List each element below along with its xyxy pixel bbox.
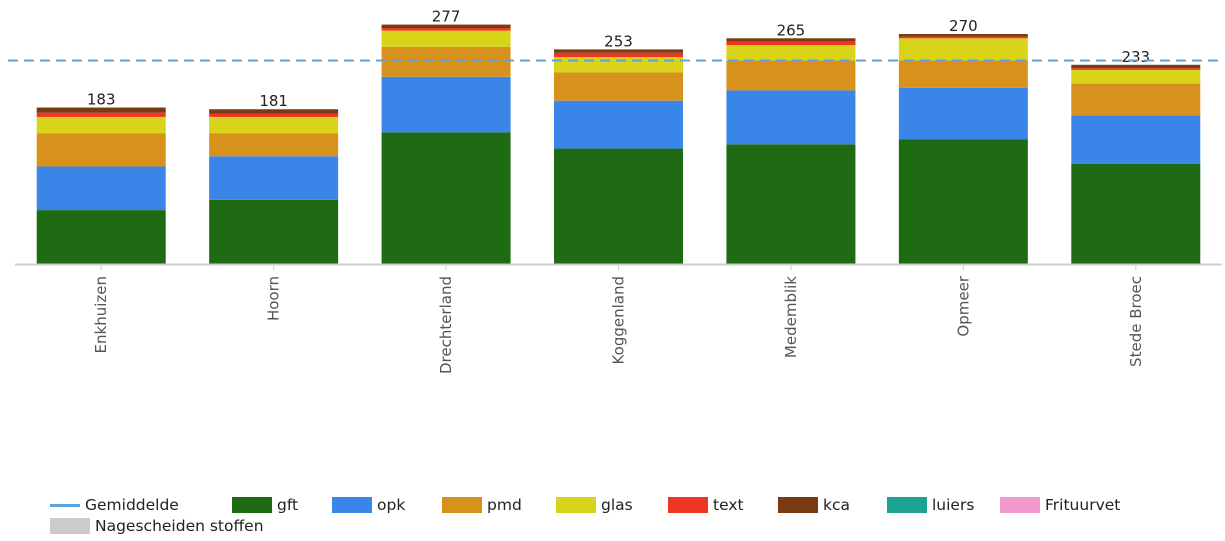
x-tick-label-hoorn: Hoorn xyxy=(265,276,283,321)
bar-segment-opk-medemblik xyxy=(726,90,856,145)
bar-segment-gft-koggenland xyxy=(554,148,683,264)
legend-item-pmd[interactable]: pmd xyxy=(442,496,556,514)
bar-segment-gft-drechterland xyxy=(381,132,511,264)
bar-segment-opk-drechterland xyxy=(381,76,511,133)
legend-item-glas[interactable]: glas xyxy=(556,496,668,514)
legend-label-opk: opk xyxy=(377,496,406,514)
x-tick-label-opmeer: Opmeer xyxy=(954,275,972,336)
bar-segment-kca-medemblik xyxy=(726,38,856,42)
legend-swatch-nagescheiden-stoffen xyxy=(50,518,90,534)
bar-segment-glas-koggenland xyxy=(554,57,683,73)
bar-segment-kca-opmeer xyxy=(898,34,1028,37)
x-tick-label-stede-broec: Stede Broec xyxy=(1127,276,1145,367)
legend-swatch-gft xyxy=(232,497,272,513)
bar-segment-text-opmeer xyxy=(898,36,1028,39)
total-label-hoorn: 181 xyxy=(259,92,288,110)
bar-segment-gft-opmeer xyxy=(898,139,1028,264)
legend-item-text[interactable]: text xyxy=(668,496,778,514)
legend-swatch-gemiddelde xyxy=(50,503,80,507)
legend-swatch-luiers xyxy=(887,497,927,513)
bar-segment-gft-hoorn xyxy=(209,199,339,264)
bar-segment-glas-opmeer xyxy=(898,38,1028,61)
bar-segment-glas-drechterland xyxy=(381,30,511,47)
bar-segment-pmd-enkhuizen xyxy=(36,133,166,167)
bar-segment-kca-drechterland xyxy=(381,24,511,29)
total-label-koggenland: 253 xyxy=(604,32,633,50)
bar-segment-glas-stede-broec xyxy=(1071,69,1201,84)
bar-segment-kca-stede-broec xyxy=(1071,64,1201,69)
legend-item-nagescheiden-stoffen[interactable]: Nagescheiden stoffen xyxy=(50,517,300,535)
bar-segment-opk-hoorn xyxy=(209,156,339,200)
stacked-bar-chart: 183 Enkhuizen 181 Hoorn 277 Drechterland 253 Ko… xyxy=(8,8,1222,374)
legend-label-nagescheiden-stoffen: Nagescheiden stoffen xyxy=(95,517,264,535)
legend-item-gemiddelde[interactable]: Gemiddelde xyxy=(50,496,232,514)
legend-swatch-glas xyxy=(556,497,596,513)
total-label-medemblik: 265 xyxy=(777,21,806,39)
bar-segment-kca-hoorn xyxy=(209,109,339,114)
bar-segment-pmd-stede-broec xyxy=(1071,83,1201,116)
legend-swatch-text xyxy=(668,497,708,513)
bar-segment-opk-stede-broec xyxy=(1071,115,1201,164)
x-tick-label-medemblik: Medemblik xyxy=(782,276,800,358)
x-tick-label-koggenland: Koggenland xyxy=(610,276,628,364)
legend-item-gft[interactable]: gft xyxy=(232,496,332,514)
chart-legend: Gemiddelde gft opk pmd glas text kca luiers Frit… xyxy=(50,496,1200,535)
bar-segment-opk-enkhuizen xyxy=(36,166,166,211)
legend-label-gemiddelde: Gemiddelde xyxy=(85,496,179,514)
bar-segment-opk-opmeer xyxy=(898,87,1028,140)
bar-segment-pmd-koggenland xyxy=(554,72,683,101)
bar-segment-pmd-hoorn xyxy=(209,133,339,157)
bar-segment-gft-medemblik xyxy=(726,144,856,264)
bar-segment-glas-medemblik xyxy=(726,45,856,61)
legend-item-kca[interactable]: kca xyxy=(778,496,887,514)
total-label-drechterland: 277 xyxy=(432,8,461,26)
x-tick-label-drechterland: Drechterland xyxy=(437,276,455,374)
total-label-enkhuizen: 183 xyxy=(87,91,116,109)
legend-label-glas: glas xyxy=(601,496,633,514)
legend-label-frituurvet: Frituurvet xyxy=(1045,496,1121,514)
bar-segment-opk-koggenland xyxy=(554,100,683,149)
legend-label-gft: gft xyxy=(277,496,299,514)
legend-item-luiers[interactable]: luiers xyxy=(887,496,1000,514)
legend-label-kca: kca xyxy=(823,496,850,514)
bar-segment-kca-koggenland xyxy=(554,49,683,53)
bar-segment-glas-enkhuizen xyxy=(36,116,166,134)
bar-segment-text-drechterland xyxy=(381,28,511,31)
legend-item-frituurvet[interactable]: Frituurvet xyxy=(1000,496,1140,514)
legend-swatch-kca xyxy=(778,497,818,513)
bar-segment-gft-stede-broec xyxy=(1071,163,1201,264)
legend-item-opk[interactable]: opk xyxy=(332,496,442,514)
bar-segment-pmd-medemblik xyxy=(726,60,856,91)
legend-label-luiers: luiers xyxy=(932,496,975,514)
bar-segment-pmd-opmeer xyxy=(898,60,1028,88)
bar-segment-text-stede-broec xyxy=(1071,68,1201,70)
x-tick-label-enkhuizen: Enkhuizen xyxy=(92,276,110,353)
bar-segment-text-hoorn xyxy=(209,113,339,117)
bar-segment-text-koggenland xyxy=(554,52,683,58)
legend-label-text: text xyxy=(713,496,744,514)
bar-segment-text-enkhuizen xyxy=(36,112,166,117)
legend-swatch-frituurvet xyxy=(1000,497,1040,513)
bar-segment-gft-enkhuizen xyxy=(36,210,166,264)
bar-segment-text-medemblik xyxy=(726,41,856,46)
legend-swatch-pmd xyxy=(442,497,482,513)
bar-segment-pmd-drechterland xyxy=(381,46,511,77)
bar-segment-kca-enkhuizen xyxy=(36,107,166,113)
legend-label-pmd: pmd xyxy=(487,496,522,514)
total-label-stede-broec: 233 xyxy=(1121,48,1150,66)
legend-swatch-opk xyxy=(332,497,372,513)
bar-segment-glas-hoorn xyxy=(209,116,339,134)
total-label-opmeer: 270 xyxy=(949,17,978,35)
